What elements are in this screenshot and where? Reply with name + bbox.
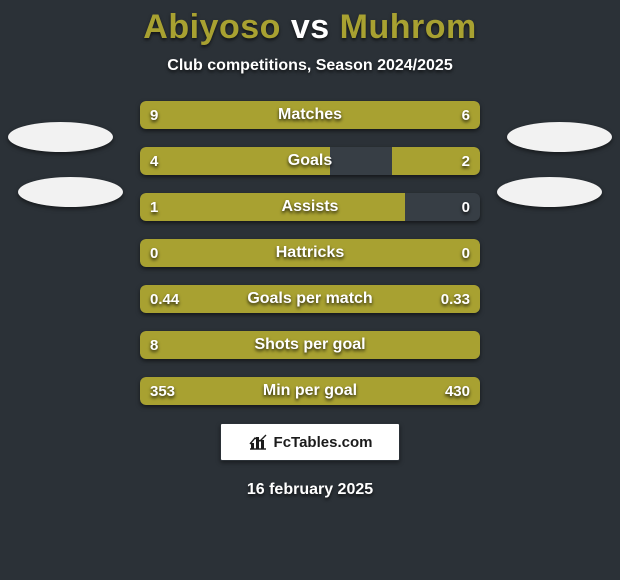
player2-name: Muhrom [340, 8, 477, 46]
stat-fill-right [392, 147, 480, 175]
subtitle: Club competitions, Season 2024/2025 [0, 57, 620, 75]
stat-fill-left [140, 377, 480, 405]
stat-fill-right [310, 239, 480, 267]
stat-fill-left [140, 239, 310, 267]
stat-row: 0.440.33Goals per match [140, 285, 480, 313]
page-title: Abiyoso vs Muhrom [0, 8, 620, 47]
player1-nation-badge [18, 177, 123, 207]
bar-chart-icon [248, 433, 268, 451]
stat-fill-right [344, 101, 480, 129]
stat-fill-left [140, 285, 480, 313]
stat-row: 42Goals [140, 147, 480, 175]
stat-fill-left [140, 147, 330, 175]
stat-row: 353430Min per goal [140, 377, 480, 405]
source-label: FcTables.com [274, 434, 373, 451]
stat-fill-left [140, 331, 480, 359]
stat-row: 10Assists [140, 193, 480, 221]
stat-fill-left [140, 193, 405, 221]
stat-value-right: 0 [462, 193, 470, 221]
stat-row: 8Shots per goal [140, 331, 480, 359]
comparison-card: Abiyoso vs Muhrom Club competitions, Sea… [0, 0, 620, 580]
date-label: 16 february 2025 [0, 481, 620, 499]
player2-nation-badge [497, 177, 602, 207]
player2-club-badge [507, 122, 612, 152]
vs-label: vs [291, 8, 330, 46]
stats-rows: 96Matches 42Goals 10Assists 00Hattricks 0.44… [140, 101, 480, 405]
player1-club-badge [8, 122, 113, 152]
source-badge: FcTables.com [220, 423, 400, 461]
player1-name: Abiyoso [143, 8, 281, 46]
stat-row: 96Matches [140, 101, 480, 129]
stat-fill-left [140, 101, 344, 129]
stat-row: 00Hattricks [140, 239, 480, 267]
